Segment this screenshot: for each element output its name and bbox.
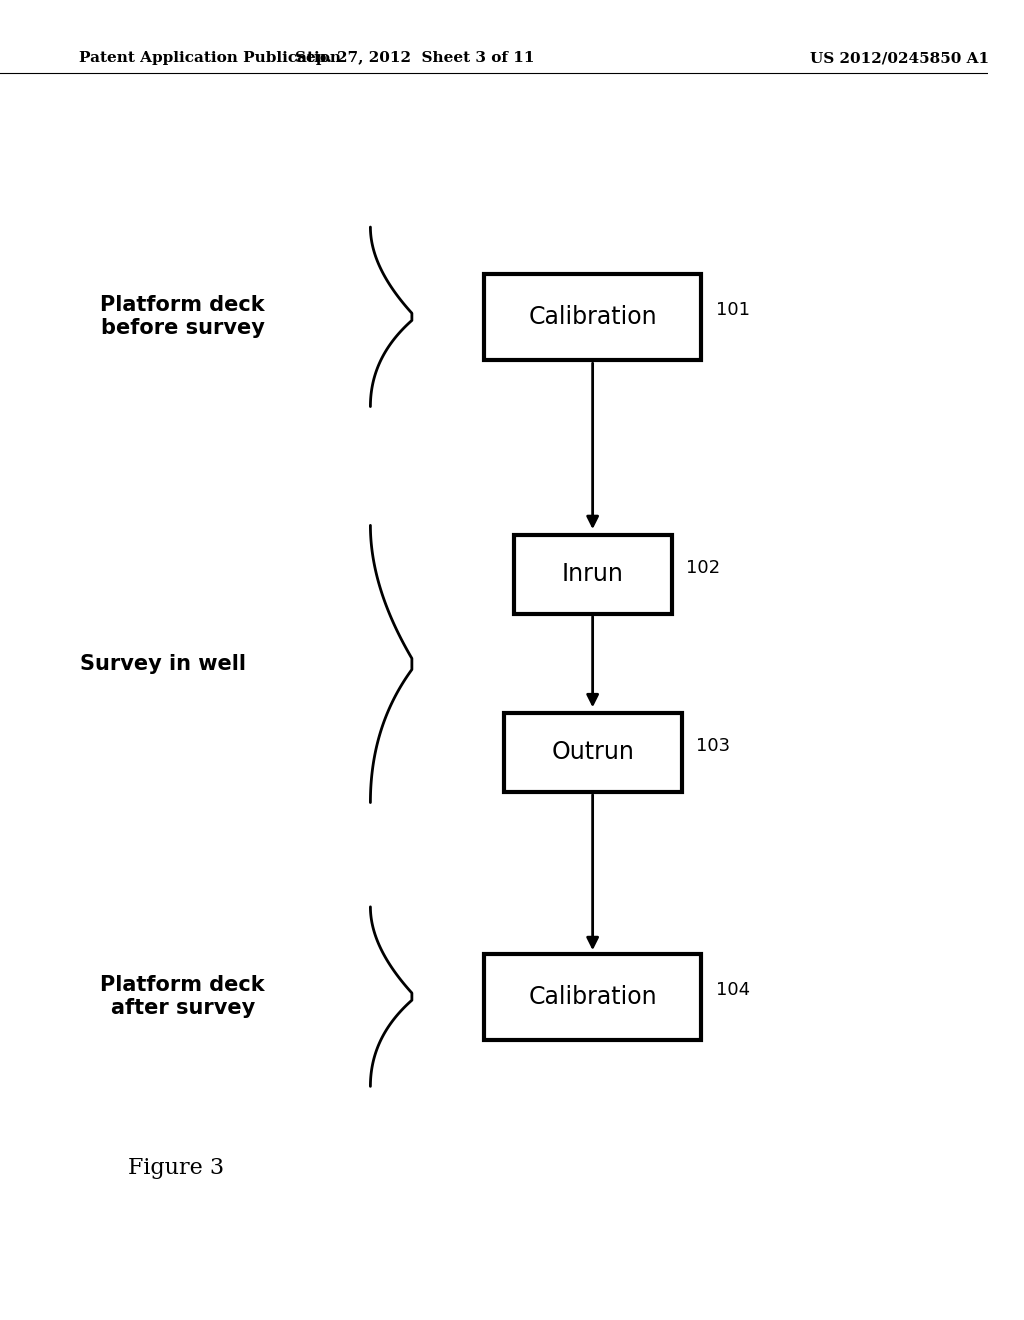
Text: Sep. 27, 2012  Sheet 3 of 11: Sep. 27, 2012 Sheet 3 of 11	[295, 51, 535, 65]
Text: Outrun: Outrun	[551, 741, 634, 764]
Text: Survey in well: Survey in well	[80, 653, 246, 675]
Text: Calibration: Calibration	[528, 985, 657, 1008]
Text: 103: 103	[696, 737, 730, 755]
Text: 101: 101	[716, 301, 751, 319]
Text: Figure 3: Figure 3	[128, 1158, 224, 1179]
Text: Calibration: Calibration	[528, 305, 657, 329]
Text: Platform deck
after survey: Platform deck after survey	[100, 975, 265, 1018]
Text: Platform deck
before survey: Platform deck before survey	[100, 296, 265, 338]
Text: 104: 104	[716, 981, 751, 999]
FancyBboxPatch shape	[514, 535, 672, 614]
Text: Inrun: Inrun	[562, 562, 624, 586]
Text: 102: 102	[686, 558, 721, 577]
FancyBboxPatch shape	[484, 275, 701, 359]
FancyBboxPatch shape	[504, 713, 682, 792]
Text: Patent Application Publication: Patent Application Publication	[79, 51, 341, 65]
FancyBboxPatch shape	[484, 953, 701, 1040]
Text: US 2012/0245850 A1: US 2012/0245850 A1	[810, 51, 989, 65]
